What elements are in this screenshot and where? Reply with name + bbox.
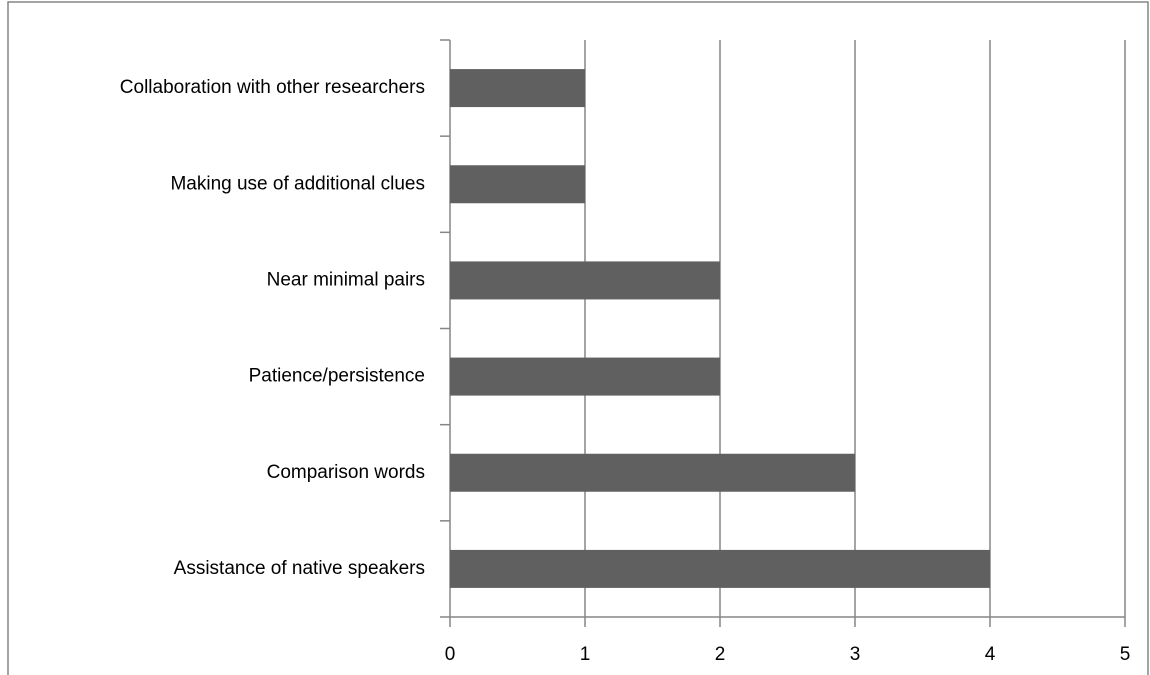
x-tick-label: 0	[445, 644, 456, 665]
bar	[450, 69, 585, 108]
x-tick-label: 3	[850, 644, 861, 665]
bar	[450, 165, 585, 204]
x-tick-label: 1	[580, 644, 591, 665]
y-tick-label: Near minimal pairs	[267, 269, 425, 290]
y-tick-label: Making use of additional clues	[170, 173, 425, 194]
chart-border	[7, 1, 1149, 675]
x-tick-label: 2	[715, 644, 726, 665]
y-tick-label: Patience/persistence	[249, 366, 425, 387]
bar	[450, 549, 990, 588]
x-tick-label: 5	[1120, 644, 1131, 665]
y-tick-label: Collaboration with other researchers	[120, 77, 425, 98]
bar	[450, 453, 855, 492]
bar	[450, 261, 720, 300]
y-tick-label: Comparison words	[267, 462, 425, 483]
bar	[450, 357, 720, 396]
x-tick-label: 4	[985, 644, 996, 665]
y-tick-label: Assistance of native speakers	[174, 558, 425, 579]
